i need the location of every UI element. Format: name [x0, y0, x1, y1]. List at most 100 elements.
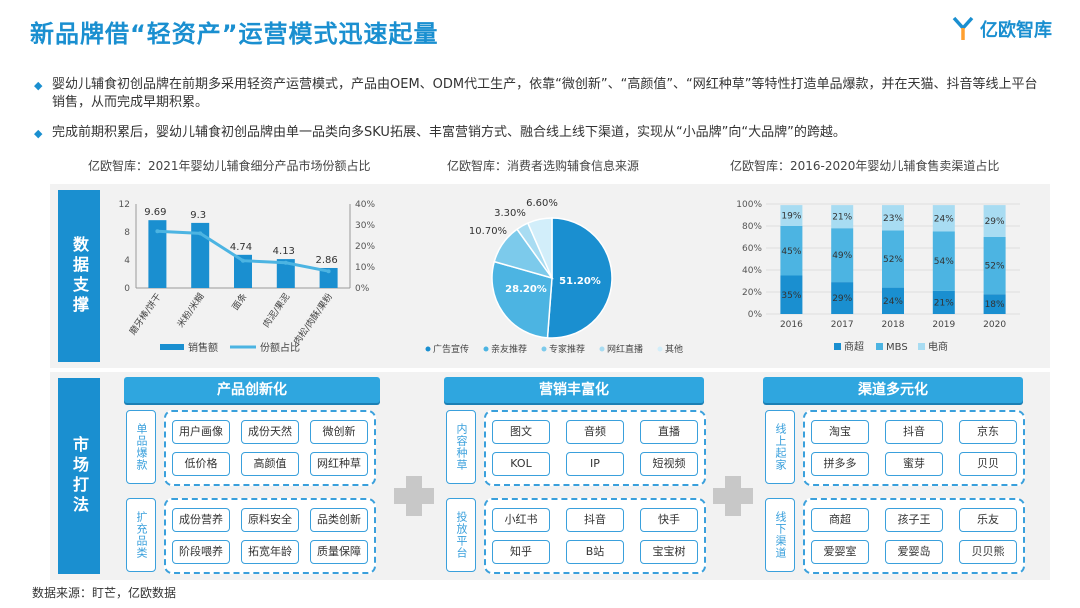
- bullet-text: 完成前期积累后，婴幼儿辅食初创品牌由单一品类向多SKU拓展、丰富营销方式、融合线…: [52, 125, 846, 140]
- tag-pill: 阶段喂养: [172, 540, 230, 564]
- bar-value-label: 4.13: [273, 246, 295, 257]
- x-tick-label: 2019: [932, 320, 955, 330]
- tag-pill: KOL: [492, 452, 550, 476]
- stack-segment: [882, 230, 904, 288]
- y-tick-label: 4: [124, 256, 130, 266]
- y-tick-label: 8: [124, 228, 130, 238]
- y2-tick-label: 10%: [355, 263, 375, 273]
- tag-pill: 质量保障: [310, 540, 368, 564]
- group-tab: 线下渠道: [765, 498, 795, 572]
- tag-pill: 宝宝树: [640, 540, 698, 564]
- bar-value-label: 9.69: [144, 207, 166, 218]
- tag-pill: 品类创新: [310, 508, 368, 532]
- y2-tick-label: 20%: [355, 242, 375, 252]
- chart-title-source: 亿欧智库：消费者选购辅食信息来源: [447, 159, 640, 173]
- x-tick-label: 2020: [983, 320, 1006, 330]
- segment-label: 52%: [883, 255, 903, 265]
- tag-pill: 抖音: [885, 420, 943, 444]
- y-tick-label: 12: [119, 200, 130, 210]
- diamond-icon: ◆: [34, 79, 43, 92]
- diamond-icon: ◆: [34, 127, 43, 140]
- legend-swatch-bar: [160, 344, 184, 350]
- tag-pill: 网红种草: [310, 452, 368, 476]
- y-tick-label: 20%: [742, 288, 762, 298]
- stack-segment: [780, 226, 803, 276]
- section-header: 渠道多元化: [763, 377, 1023, 403]
- legend-label: 专家推荐: [549, 343, 585, 355]
- tag-pill: 小红书: [492, 508, 550, 532]
- stack-segment: [983, 237, 1006, 295]
- plus-icon-bar: [713, 488, 753, 504]
- tag-pill: 图文: [492, 420, 550, 444]
- tag-pill: 高颜值: [241, 452, 299, 476]
- y-tick-label: 0%: [748, 310, 763, 320]
- x-tick-label: 米粉/米糊: [174, 291, 206, 330]
- bullet-text: 婴幼儿辅食初创品牌在前期多采用轻资产运营模式，产品由OEM、ODM代工生产，依靠…: [52, 77, 1038, 110]
- bar-value-label: 9.3: [190, 210, 206, 221]
- tag-pill: 爱婴岛: [885, 540, 943, 564]
- legend-label: 销售额: [188, 341, 218, 354]
- pie-slice: [526, 217, 553, 279]
- brand-logo: 亿欧智库: [952, 16, 1052, 42]
- legend-label: 电商: [928, 340, 948, 353]
- legend-dot: [541, 346, 547, 352]
- logo-text: 亿欧智库: [980, 20, 1052, 41]
- chart-title-share: 亿欧智库：2021年婴幼儿辅食细分产品市场份额占比: [88, 159, 371, 173]
- stack-segment: [831, 282, 854, 314]
- stack-segment: [932, 231, 955, 291]
- segment-label: 54%: [934, 257, 954, 267]
- bar: [319, 267, 338, 288]
- bar-value-label: 4.74: [230, 242, 252, 253]
- bar: [234, 254, 252, 288]
- stack-segment: [983, 294, 1006, 314]
- bar-value-label: 2.86: [315, 255, 337, 266]
- x-tick-label: 面条: [229, 291, 249, 313]
- section-header: 营销丰富化: [444, 377, 704, 403]
- plus-icon-bar: [394, 488, 434, 504]
- tag-pill: 孩子王: [885, 508, 943, 532]
- tag-pill: 贝贝熊: [959, 540, 1017, 564]
- legend-dot: [599, 346, 605, 352]
- y2-tick-label: 40%: [355, 200, 375, 210]
- pie-value-label: 51.20%: [559, 276, 601, 287]
- pie-value-label: 10.70%: [469, 226, 507, 237]
- y2-tick-label: 0%: [355, 284, 370, 294]
- bullet-1: ◆ 婴幼儿辅食初创品牌在前期多采用轻资产运营模式，产品由OEM、ODM代工生产，…: [34, 76, 1044, 112]
- legend-label: 其他: [665, 343, 683, 355]
- y-tick-label: 0: [124, 284, 130, 294]
- segment-label: 45%: [781, 247, 801, 257]
- group-tab: 单品爆款: [126, 410, 156, 484]
- legend-label: 份额占比: [260, 341, 300, 354]
- tag-pill: 抖音: [566, 508, 624, 532]
- channel-chart: 0% 20% 40% 60% 80% 100% 35% 45% 19% 2016 29% 49% 21%…: [736, 200, 1020, 353]
- tag-pill: 蜜芽: [885, 452, 943, 476]
- pie-value-label: 6.60%: [526, 198, 558, 209]
- segment-label: 24%: [883, 297, 903, 307]
- x-tick-label: 肉松/肉酥/果粉: [291, 291, 335, 347]
- chart-title-channel: 亿欧智库：2016-2020年婴幼儿辅食售卖渠道占比: [730, 159, 1000, 173]
- tag-pill: 淘宝: [811, 420, 869, 444]
- legend-label: 广告宣传: [433, 343, 469, 355]
- tag-pill: 成份营养: [172, 508, 230, 532]
- segment-label: 19%: [781, 212, 801, 222]
- y-tick-label: 80%: [742, 222, 762, 232]
- bullet-2: ◆ 完成前期积累后，婴幼儿辅食初创品牌由单一品类向多SKU拓展、丰富营销方式、融…: [34, 124, 1044, 143]
- tag-pill: 微创新: [310, 420, 368, 444]
- bar: [148, 220, 167, 288]
- tag-pill: 直播: [640, 420, 698, 444]
- legend-dot: [657, 346, 663, 352]
- legend-label: 网红直播: [607, 343, 643, 355]
- tag-pill: 拓宽年龄: [241, 540, 299, 564]
- page-title: 新品牌借“轻资产”运营模式迅速起量: [30, 20, 439, 48]
- x-tick-label: 肉泥/果泥: [260, 291, 292, 330]
- group-tab: 线上起家: [765, 410, 795, 484]
- segment-label: 49%: [832, 251, 852, 261]
- tag-pill: 低价格: [172, 452, 230, 476]
- tag-pill: 乐友: [959, 508, 1017, 532]
- legend-swatch: [834, 343, 841, 350]
- logo-icon: [952, 16, 974, 40]
- tag-pill: 爱婴室: [811, 540, 869, 564]
- tag-pill: 音频: [566, 420, 624, 444]
- x-tick-label: 磨牙棒/饼干: [126, 291, 163, 337]
- line-point: [283, 260, 288, 265]
